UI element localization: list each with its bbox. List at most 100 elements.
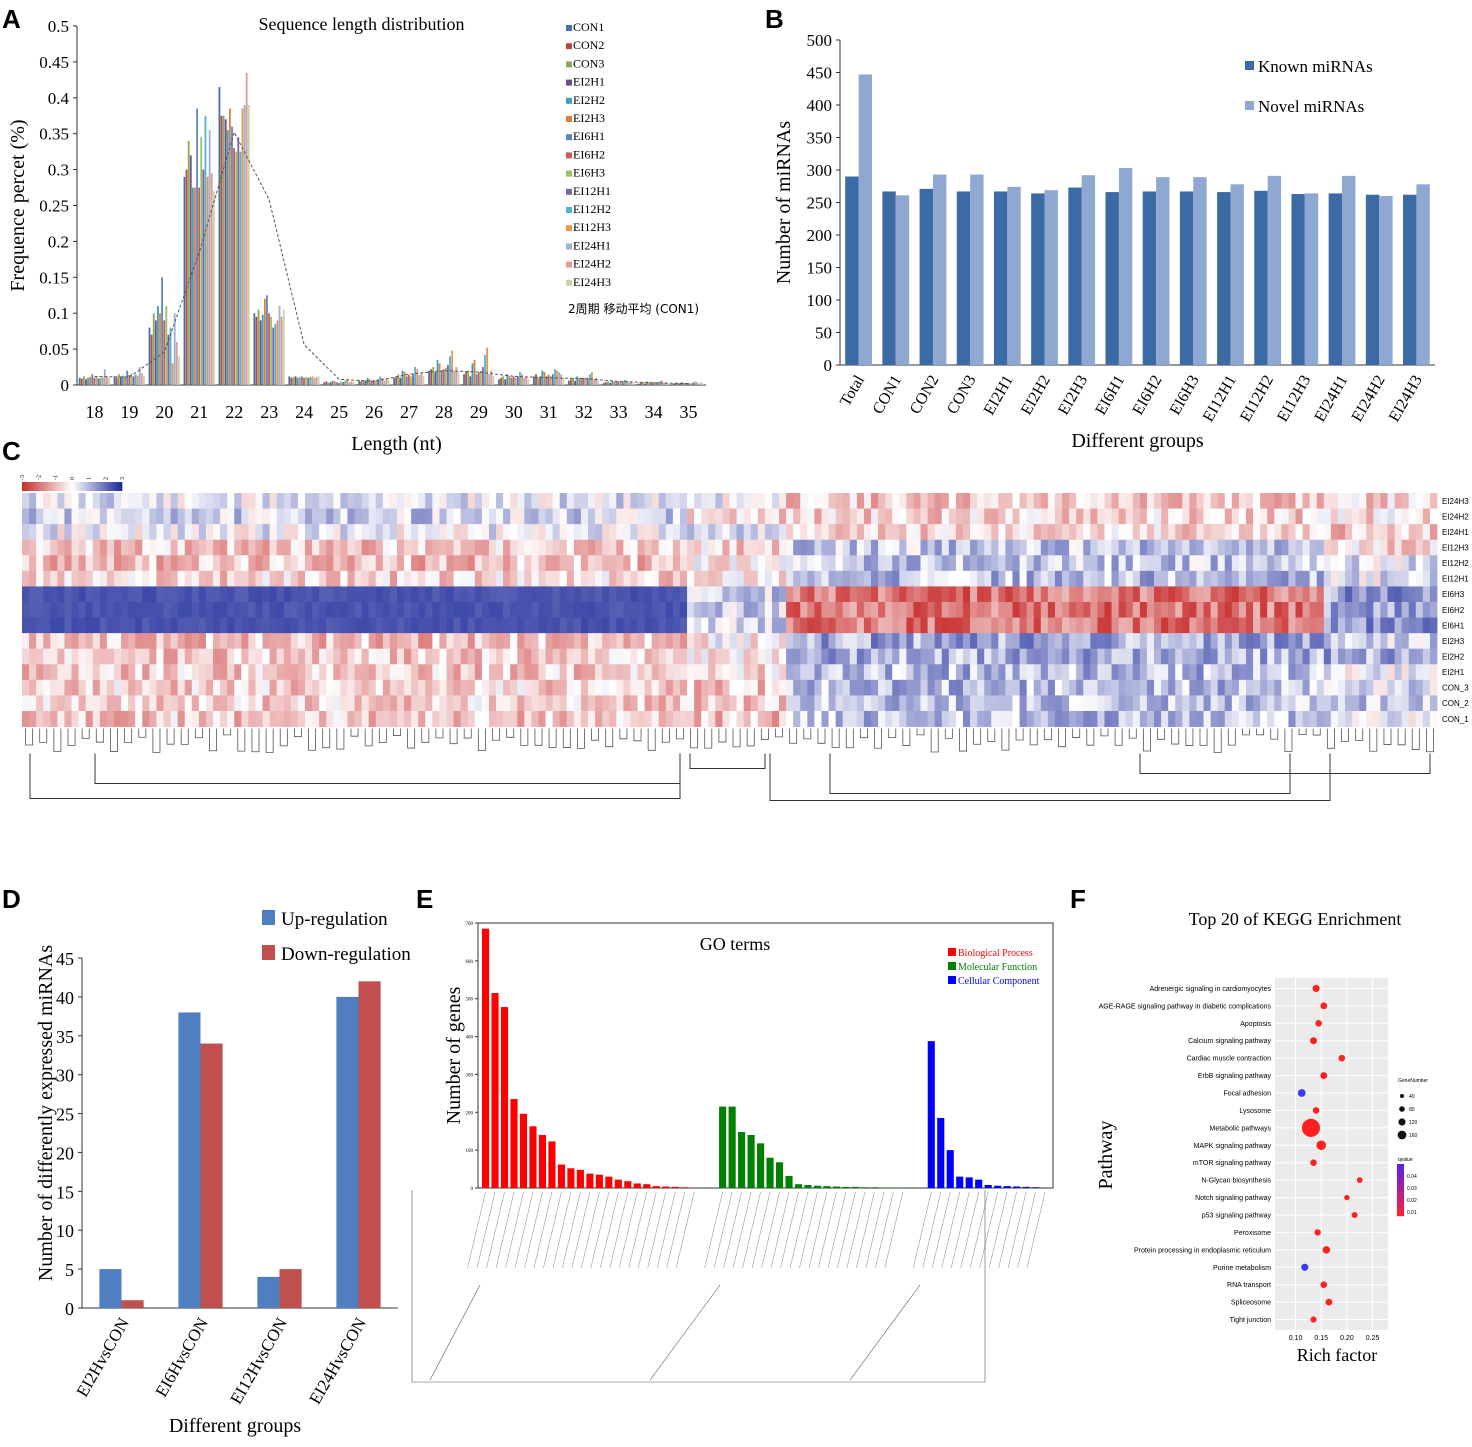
y-axis-title: Number of genes — [443, 986, 465, 1124]
heatmap-cell — [1196, 710, 1204, 727]
heatmap-cell — [1125, 695, 1134, 712]
x-tick-label: CON1 — [870, 373, 906, 418]
heatmap-cell — [616, 601, 624, 618]
size-legend-label: 120 — [1409, 1120, 1418, 1126]
heatmap-cell — [276, 617, 285, 634]
heatmap-cell — [57, 664, 65, 681]
heatmap-cell — [920, 633, 928, 650]
bar-33-EI6H3 — [619, 382, 622, 385]
heatmap-row-label: EI2H2 — [1442, 652, 1465, 661]
heatmap-cell — [128, 524, 136, 541]
bar-molecular-function — [832, 1186, 840, 1188]
heatmap-cell — [595, 524, 603, 541]
heatmap-cell — [941, 570, 950, 587]
heatmap-cell — [1352, 508, 1360, 525]
heatmap-cell — [672, 679, 681, 696]
heatmap-cell — [368, 601, 377, 618]
heatmap-cell — [1288, 633, 1296, 650]
heatmap-cell — [517, 524, 525, 541]
dendrogram-branch — [902, 728, 911, 746]
bar-23-EI2H2 — [261, 314, 264, 385]
heatmap-cell — [78, 695, 87, 712]
legend-swatch — [566, 43, 572, 50]
heatmap-cell — [439, 710, 447, 727]
heatmap-cell — [531, 648, 539, 665]
dendrogram-branch — [1142, 728, 1151, 752]
heatmap-cell — [85, 664, 94, 681]
heatmap-cell — [1069, 555, 1077, 572]
heatmap-cell — [404, 570, 412, 587]
heatmap-cell — [1366, 539, 1374, 556]
heatmap-cell — [92, 633, 101, 650]
heatmap-cell — [1161, 524, 1169, 541]
heatmap-cell — [1352, 617, 1360, 634]
heatmap-cell — [800, 695, 808, 712]
chart-title: GO terms — [700, 934, 771, 954]
heatmap-cell — [269, 633, 278, 650]
heatmap-cell — [1132, 633, 1141, 650]
heatmap-cell — [729, 679, 737, 696]
heatmap-cell — [793, 524, 801, 541]
bar-biological-process — [624, 1181, 632, 1188]
heatmap-cell — [1238, 695, 1247, 712]
heatmap-cell — [863, 648, 872, 665]
heatmap-cell — [36, 586, 44, 603]
legend-gradient-step — [98, 482, 101, 491]
heatmap-cell — [1047, 508, 1056, 525]
heatmap-cell — [920, 601, 928, 618]
bar-32-EI6H3 — [584, 379, 587, 385]
heatmap-cell — [906, 493, 914, 509]
heatmap-cell — [1274, 493, 1282, 509]
legend-gradient-step — [104, 482, 107, 491]
category-bracket-frame — [411, 1190, 986, 1383]
heatmap-cell — [1359, 586, 1367, 603]
heatmap-cell — [1090, 493, 1098, 509]
heatmap-cell — [1422, 539, 1431, 556]
heatmap-cell — [517, 648, 525, 665]
heatmap-cell — [715, 555, 723, 572]
heatmap-cell — [1104, 617, 1112, 634]
heatmap-cell — [1238, 617, 1247, 634]
heatmap-cell — [538, 601, 546, 618]
heatmap-cell — [1161, 664, 1169, 681]
heatmap-cell — [1267, 601, 1275, 618]
heatmap-cell — [623, 633, 631, 650]
bar-19-CON3 — [117, 374, 120, 385]
bar-33-EI2H1 — [609, 382, 612, 385]
heatmap-cell — [913, 508, 921, 525]
heatmap-cell — [1217, 493, 1226, 509]
heatmap-cell — [566, 601, 575, 618]
heatmap-cell — [715, 710, 723, 727]
y-tick-label: 600 — [466, 960, 474, 965]
heatmap-cell — [545, 493, 554, 509]
heatmap-cell — [637, 648, 645, 665]
heatmap-cell — [1139, 633, 1148, 650]
heatmap-cell — [368, 617, 377, 634]
heatmap-cell — [1238, 555, 1247, 572]
heatmap-cell — [43, 555, 51, 572]
heatmap-cell — [566, 508, 575, 525]
heatmap-cell — [771, 586, 780, 603]
heatmap-cell — [1253, 493, 1261, 509]
x-tick-label: 29 — [470, 402, 488, 422]
heatmap-cell — [50, 633, 58, 650]
trendline-moving-average — [94, 130, 689, 385]
heatmap-cell — [1076, 570, 1084, 587]
heatmap-cell — [78, 539, 87, 556]
heatmap-cell — [665, 586, 674, 603]
heatmap-cell — [573, 710, 582, 727]
heatmap-cell — [970, 695, 978, 712]
bar-25-EI2H1 — [329, 382, 332, 385]
heatmap-cell — [1217, 601, 1226, 618]
heatmap-cell — [1415, 633, 1424, 650]
heatmap-cell — [566, 555, 575, 572]
heatmap-cell — [1408, 695, 1417, 712]
y-tick-label: 300 — [466, 1073, 474, 1078]
heatmap-cell — [128, 555, 136, 572]
heatmap-cell — [595, 539, 603, 556]
heatmap-cell — [220, 601, 228, 618]
heatmap-cell — [1245, 710, 1254, 727]
heatmap-cell — [651, 586, 660, 603]
heatmap-cell — [566, 493, 575, 509]
heatmap-cell — [1373, 648, 1381, 665]
